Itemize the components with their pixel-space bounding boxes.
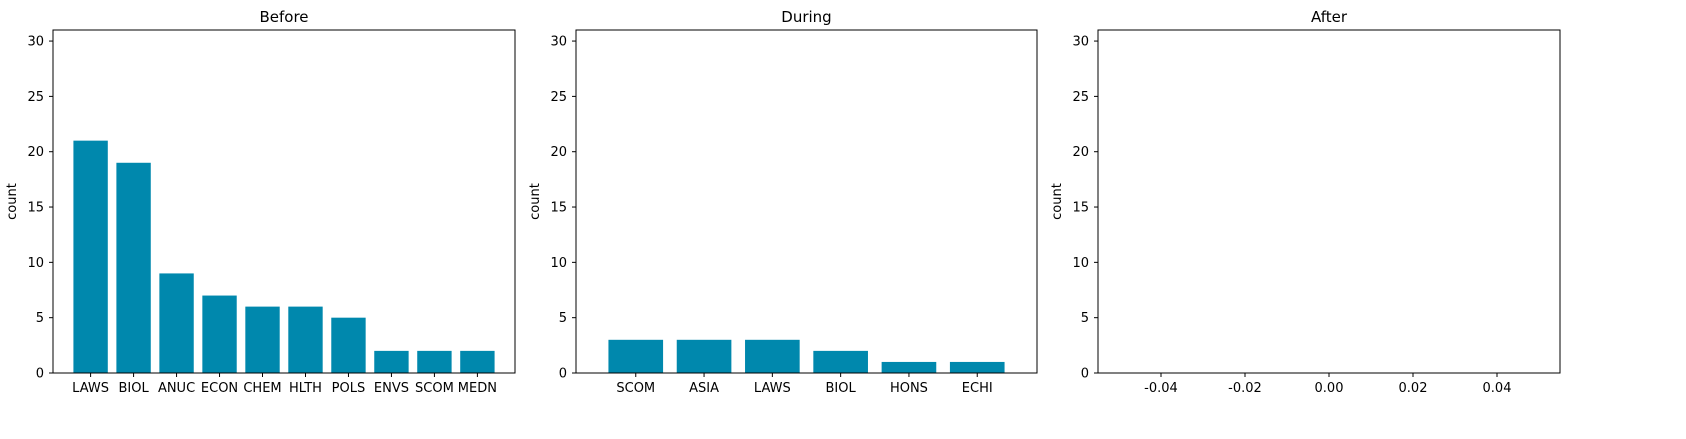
y-tick-label: 15 [550, 201, 567, 216]
y-tick-label: 20 [27, 145, 44, 160]
x-tick-label: 0.02 [1399, 381, 1428, 396]
y-tick-label: 15 [1072, 201, 1089, 216]
y-axis-label: count [1050, 183, 1065, 220]
y-tick-label: 10 [1072, 256, 1089, 271]
bar [949, 361, 1005, 373]
y-tick-label: 5 [36, 311, 44, 326]
x-tick-label: SCOM [415, 381, 454, 396]
y-axis-label: count [528, 183, 543, 220]
y-axis-label: count [5, 183, 20, 220]
x-tick-label: 0.04 [1483, 381, 1512, 396]
bar [245, 306, 280, 373]
bar [417, 350, 452, 373]
x-tick-label: MEDN [458, 381, 497, 396]
y-tick-label: 10 [550, 256, 567, 271]
x-tick-label: -0.04 [1144, 381, 1178, 396]
bar [813, 350, 868, 373]
y-tick-label: 0 [559, 367, 567, 382]
x-tick-label: LAWS [72, 381, 109, 396]
chart-title: Before [259, 8, 308, 26]
x-tick-label: 0.00 [1315, 381, 1344, 396]
y-tick-label: 25 [27, 90, 44, 105]
bar [202, 295, 237, 373]
bar [331, 317, 366, 373]
x-tick-label: ENVS [374, 381, 409, 396]
x-tick-label: BIOL [826, 381, 857, 396]
y-tick-label: 20 [1072, 145, 1089, 160]
x-tick-label: ECON [201, 381, 238, 396]
y-tick-label: 30 [27, 35, 44, 50]
axes-frame [1097, 29, 1561, 374]
x-tick-label: HLTH [289, 381, 322, 396]
y-tick-label: 5 [559, 311, 567, 326]
y-tick-label: 10 [27, 256, 44, 271]
bar [73, 140, 108, 373]
bar [881, 361, 937, 373]
x-tick-label: HONS [890, 381, 928, 396]
y-tick-label: 5 [1081, 311, 1089, 326]
y-tick-label: 15 [27, 201, 44, 216]
x-tick-label: -0.02 [1228, 381, 1262, 396]
x-tick-label: POLS [332, 381, 366, 396]
x-tick-label: ANUC [158, 381, 195, 396]
bar [374, 350, 409, 373]
y-tick-label: 0 [1081, 367, 1089, 382]
bar [159, 273, 194, 373]
bar [288, 306, 323, 373]
bar [745, 339, 800, 373]
axes-frame [52, 29, 516, 374]
bar [116, 162, 151, 373]
x-tick-label: LAWS [754, 381, 791, 396]
bar [608, 339, 664, 373]
y-tick-label: 0 [36, 367, 44, 382]
chart-panel-0: LAWS BIOL ANUC ECON CHEM HLTH POLS ENVS SCOM MEDN… [5, 8, 516, 396]
axes-frame [575, 29, 1038, 374]
x-tick-label: ASIA [689, 381, 719, 396]
x-tick-label: CHEM [243, 381, 281, 396]
chart-title: During [781, 8, 831, 26]
bar [460, 350, 495, 373]
chart-panel-2: -0.04 -0.02 0.00 0.02 0.04 0 5 10 15 20 25 30 After c… [1050, 8, 1561, 396]
y-tick-label: 30 [1072, 35, 1089, 50]
y-tick-label: 30 [550, 35, 567, 50]
chart-panel-1: SCOM ASIA LAWS BIOL HONS ECHI 0 5 10 15 20 25 30 Duri… [528, 8, 1038, 396]
y-tick-label: 20 [550, 145, 567, 160]
y-tick-label: 25 [1072, 90, 1089, 105]
x-tick-label: ECHI [962, 381, 993, 396]
bar [676, 339, 732, 373]
x-tick-label: BIOL [118, 381, 149, 396]
y-tick-label: 25 [550, 90, 567, 105]
chart-title: After [1311, 8, 1348, 26]
x-tick-label: SCOM [616, 381, 655, 396]
